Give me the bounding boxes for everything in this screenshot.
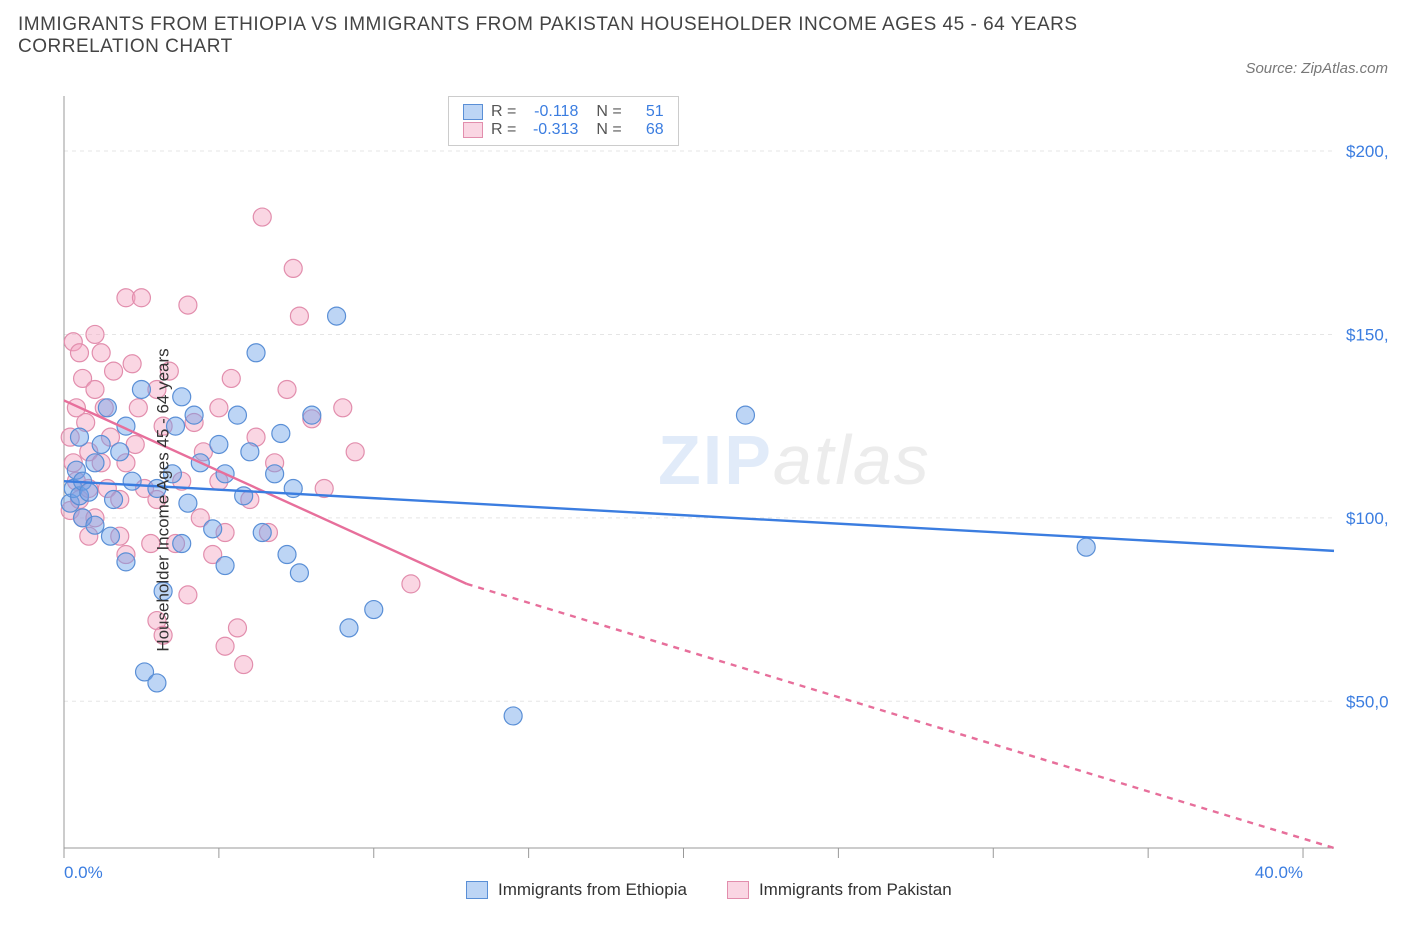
data-point (86, 380, 104, 398)
data-point (736, 406, 754, 424)
data-point (70, 428, 88, 446)
data-point (132, 380, 150, 398)
data-point (86, 516, 104, 534)
data-point (123, 472, 141, 490)
data-point (365, 601, 383, 619)
data-point (266, 465, 284, 483)
legend-r-label: R = (491, 121, 516, 139)
legend-r-label: R = (491, 103, 516, 121)
y-tick-label: $150,000 (1346, 325, 1388, 344)
legend-n-value: 51 (630, 103, 664, 121)
data-point (179, 296, 197, 314)
data-point (1077, 538, 1095, 556)
data-point (228, 406, 246, 424)
data-point (80, 483, 98, 501)
data-point (105, 362, 123, 380)
data-point (284, 259, 302, 277)
chart-container: Householder Income Ages 45 - 64 years $5… (18, 90, 1388, 910)
legend-swatch (463, 122, 483, 138)
legend-r-value: -0.313 (524, 121, 578, 139)
source-label: Source: ZipAtlas.com (1245, 60, 1388, 77)
stats-legend: R = -0.118 N = 51 R = -0.313 N = 68 (448, 96, 679, 146)
data-point (86, 325, 104, 343)
x-tick-label: 0.0% (64, 863, 103, 882)
data-point (253, 524, 271, 542)
legend-n-label: N = (596, 103, 621, 121)
data-point (148, 674, 166, 692)
data-point (290, 564, 308, 582)
data-point (402, 575, 420, 593)
legend-swatch (463, 104, 483, 120)
data-point (86, 454, 104, 472)
data-point (247, 344, 265, 362)
legend-swatch (466, 881, 488, 899)
data-point (185, 406, 203, 424)
x-tick-label: 40.0% (1255, 863, 1303, 882)
data-point (504, 707, 522, 725)
data-point (210, 435, 228, 453)
data-point (253, 208, 271, 226)
data-point (179, 586, 197, 604)
data-point (346, 443, 364, 461)
legend-row: R = -0.118 N = 51 (463, 103, 664, 121)
legend-row: R = -0.313 N = 68 (463, 121, 664, 139)
data-point (98, 399, 116, 417)
data-point (334, 399, 352, 417)
data-point (92, 344, 110, 362)
data-point (216, 637, 234, 655)
data-point (111, 443, 129, 461)
data-point (235, 656, 253, 674)
legend-n-label: N = (596, 121, 621, 139)
data-point (228, 619, 246, 637)
legend-item: Immigrants from Ethiopia (466, 880, 687, 900)
legend-item: Immigrants from Pakistan (727, 880, 952, 900)
data-point (216, 557, 234, 575)
data-point (70, 344, 88, 362)
data-point (272, 424, 290, 442)
data-point (340, 619, 358, 637)
y-tick-label: $50,000 (1346, 692, 1388, 711)
data-point (241, 443, 259, 461)
data-point (210, 399, 228, 417)
data-point (173, 388, 191, 406)
scatter-plot: $50,000 $100,000 $150,000 $200,000 0.0% 40.0% (18, 90, 1388, 910)
data-point (173, 535, 191, 553)
y-tick-label: $200,000 (1346, 142, 1388, 161)
y-axis-label: Householder Income Ages 45 - 64 years (154, 348, 174, 651)
data-point (303, 406, 321, 424)
legend-swatch (727, 881, 749, 899)
legend-label: Immigrants from Ethiopia (498, 880, 687, 900)
legend-r-value: -0.118 (524, 103, 578, 121)
data-point (123, 355, 141, 373)
legend-label: Immigrants from Pakistan (759, 880, 952, 900)
trend-line (64, 481, 1334, 551)
data-point (92, 435, 110, 453)
data-point (105, 491, 123, 509)
data-point (117, 553, 135, 571)
data-point (179, 494, 197, 512)
trend-line (467, 584, 1334, 848)
data-point (132, 289, 150, 307)
data-point (278, 380, 296, 398)
data-point (204, 520, 222, 538)
data-point (129, 399, 147, 417)
chart-title: IMMIGRANTS FROM ETHIOPIA VS IMMIGRANTS F… (18, 14, 1118, 58)
series-legend: Immigrants from Ethiopia Immigrants from … (466, 880, 952, 900)
data-point (328, 307, 346, 325)
data-point (290, 307, 308, 325)
y-tick-label: $100,000 (1346, 509, 1388, 528)
legend-n-value: 68 (630, 121, 664, 139)
data-point (278, 546, 296, 564)
data-point (222, 369, 240, 387)
data-point (101, 527, 119, 545)
